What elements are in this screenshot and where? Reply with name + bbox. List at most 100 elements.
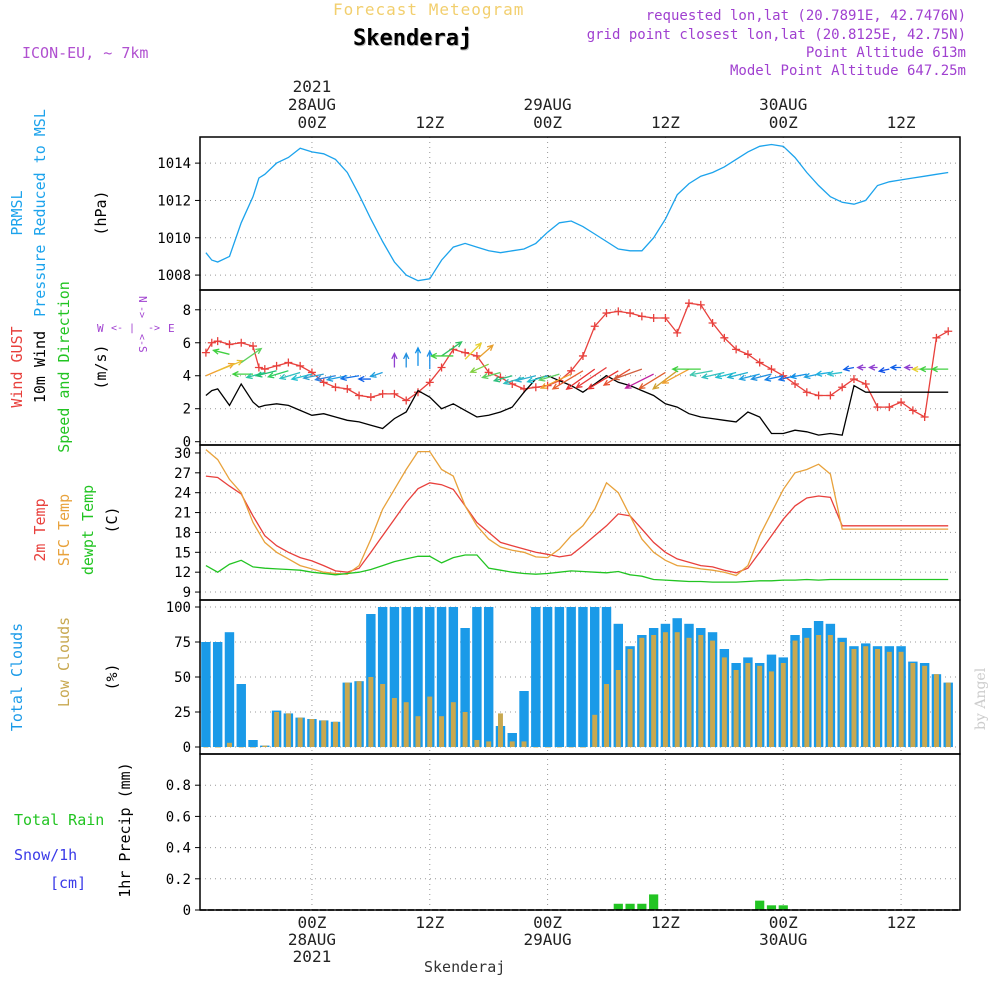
wind-arrow — [763, 375, 784, 382]
gust-marker — [378, 389, 387, 398]
clouds-bar — [403, 702, 409, 747]
clouds-bar — [344, 682, 350, 747]
precip-unit: 1hr Precip (mm) — [116, 762, 134, 897]
clouds-bar — [356, 681, 362, 747]
wind-arrow — [575, 366, 607, 389]
panel-wind: 0 2 4 6 8 — [183, 289, 961, 451]
point-altitude: Point Altitude 613m — [805, 45, 966, 61]
clouds-bar — [554, 607, 565, 747]
gust-marker — [213, 337, 222, 346]
gust-marker — [567, 366, 576, 375]
gust-marker — [272, 361, 281, 370]
gust-marker — [355, 391, 364, 400]
gust-marker — [390, 389, 399, 398]
wind-gust-line — [205, 302, 949, 419]
clouds-bar — [236, 684, 246, 747]
wind-10m-label: 10m Wind — [31, 331, 49, 403]
gust-marker — [590, 322, 599, 331]
wind-arrow — [587, 370, 619, 390]
clouds-bar — [224, 632, 235, 747]
panel-clouds: 0 25 50 75 100 — [166, 599, 961, 756]
gust-marker — [461, 348, 470, 357]
gust-marker — [531, 383, 540, 392]
gust-marker — [402, 396, 411, 405]
wind-arrow — [266, 370, 289, 379]
compass-e: E — [168, 322, 175, 335]
clouds-bar — [590, 607, 600, 747]
compass-s: S — [136, 346, 149, 353]
bottom-time-label: 2021 — [293, 947, 332, 966]
clouds-bar — [592, 714, 598, 747]
gust-marker — [908, 406, 917, 415]
clouds-bar — [804, 637, 810, 747]
y-tick-label: 21 — [174, 506, 191, 522]
bottom-time-label: 00Z — [769, 913, 798, 932]
gust-marker — [437, 363, 446, 372]
clouds-unit: (%) — [103, 663, 121, 690]
precip-bar — [637, 903, 647, 910]
bottom-time-label: 28AUG — [288, 930, 336, 949]
y-tick-label: 1010 — [157, 231, 191, 247]
wind-arrow — [539, 373, 572, 389]
panel-precip: 0 0.2 0.4 0.6 0.8 — [166, 753, 961, 919]
top-time-label: 00Z — [769, 113, 798, 132]
clouds-bar — [415, 716, 421, 747]
clouds-bar — [472, 607, 482, 747]
y-tick-label: 0.4 — [166, 841, 191, 857]
gust-marker — [755, 358, 764, 367]
gust-marker — [861, 379, 870, 388]
wind-arrow — [877, 367, 890, 374]
clouds-bar — [933, 674, 939, 747]
clouds-bar — [851, 649, 857, 747]
y-tick-label: 2 — [183, 402, 191, 418]
y-tick-label: 30 — [174, 446, 191, 462]
clouds-bar — [922, 665, 928, 747]
clouds-bar — [816, 635, 822, 747]
gust-marker — [885, 403, 894, 412]
y-tick-label: 0 — [183, 903, 191, 919]
clouds-bar — [226, 742, 232, 747]
y-tick-label: 4 — [183, 369, 191, 385]
y-tick-label: 25 — [174, 705, 191, 721]
wind-arrow — [903, 364, 913, 371]
y-tick-label: 0.8 — [166, 778, 191, 794]
y-tick-label: 0 — [183, 435, 191, 451]
clouds-bar — [827, 635, 833, 747]
compass-arrow: | — [129, 323, 135, 334]
total-clouds-label: Total Clouds — [8, 623, 26, 731]
clouds-bar — [425, 607, 435, 747]
model-label: ICON-EU, ~ 7km — [22, 44, 149, 62]
clouds-bar — [662, 632, 668, 747]
wind-arrow — [537, 373, 560, 382]
top-time-label: 12Z — [887, 113, 916, 132]
compass-arrow: -> — [136, 306, 147, 318]
clouds-bar — [321, 720, 327, 747]
bottom-time-label: 29AUG — [524, 930, 572, 949]
wind-arrow — [245, 371, 265, 380]
clouds-bar — [297, 717, 303, 747]
clouds-bar — [401, 607, 411, 747]
clouds-bar — [839, 642, 845, 747]
wind-arrow — [429, 352, 454, 360]
precip-rain-label: Total Rain — [14, 811, 104, 829]
gust-marker — [873, 403, 882, 412]
top-time-label: 12Z — [651, 113, 680, 132]
gust-marker — [602, 309, 611, 318]
wind-arrow — [476, 344, 495, 360]
clouds-bar — [792, 640, 798, 747]
clouds-bar — [556, 747, 562, 748]
clouds-bar — [568, 747, 574, 748]
y-tick-label: 0.2 — [166, 872, 191, 888]
gust-marker — [254, 363, 263, 372]
clouds-bar — [309, 719, 315, 747]
gust-marker — [626, 309, 635, 318]
requested-coords: requested lon,lat (20.7891E, 42.7476N) — [645, 8, 966, 24]
gust-marker — [944, 327, 953, 336]
bottom-time-label: 12Z — [651, 913, 680, 932]
precip-bar — [766, 905, 777, 910]
compass-arrow: -> — [148, 323, 160, 334]
gust-marker — [720, 333, 729, 342]
wind-arrow — [700, 371, 725, 380]
wind-arrow — [671, 365, 701, 373]
